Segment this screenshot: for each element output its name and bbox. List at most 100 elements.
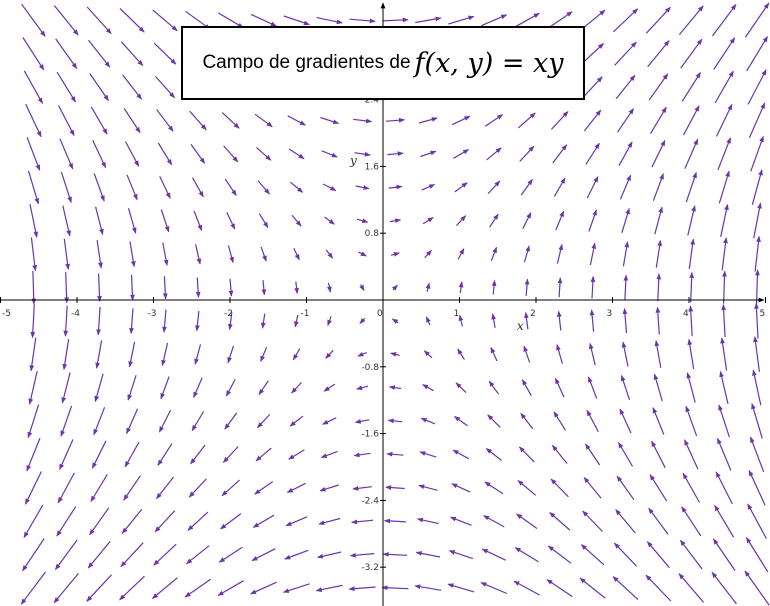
field-arrow [218, 546, 243, 563]
field-arrow [416, 517, 439, 525]
field-arrow [63, 305, 69, 337]
field-arrow [128, 341, 136, 368]
field-arrow [649, 106, 667, 135]
field-arrow [750, 135, 764, 172]
field-arrow [319, 484, 339, 492]
x-tick-label: 1 [454, 309, 460, 319]
field-arrow [291, 381, 302, 394]
field-arrow [513, 580, 540, 596]
y-tick-label: 2.4 [365, 96, 380, 106]
field-arrow [327, 316, 332, 326]
field-arrow [481, 14, 508, 27]
field-arrow [27, 404, 40, 439]
field-arrow [685, 171, 697, 203]
field-arrow [89, 73, 109, 102]
field-arrow [89, 507, 110, 536]
field-arrow [521, 379, 532, 396]
field-arrow [123, 107, 141, 134]
field-arrow [293, 248, 300, 261]
field-arrow [484, 481, 504, 495]
field-arrow [487, 180, 501, 195]
field-arrow [54, 539, 78, 570]
field-arrow [425, 282, 431, 292]
field-arrow [86, 6, 112, 35]
field-arrow [119, 575, 145, 601]
field-arrow [260, 313, 266, 329]
field-arrow [29, 337, 37, 372]
field-arrow [391, 318, 399, 324]
field-arrow [63, 238, 70, 270]
field-arrow [59, 439, 74, 471]
field-arrow [252, 514, 275, 528]
field-arrow [647, 40, 670, 68]
field-arrow [95, 206, 104, 236]
field-arrow [619, 174, 632, 200]
field-arrow [60, 171, 72, 203]
field-arrow [717, 137, 732, 171]
field-arrow [520, 412, 534, 430]
field-arrow [649, 474, 668, 502]
field-arrow [153, 42, 177, 65]
field-arrow [384, 518, 406, 524]
field-arrow [679, 539, 703, 570]
field-arrow [186, 545, 210, 565]
field-arrow [514, 12, 540, 28]
field-arrow [151, 577, 178, 599]
field-arrow [621, 341, 629, 367]
field-arrow [420, 417, 436, 425]
field-arrow [711, 571, 737, 605]
x-tick-label: 5 [760, 309, 766, 319]
field-arrow [354, 419, 370, 424]
field-arrow [616, 475, 635, 501]
field-arrow [322, 183, 337, 192]
x-tick-label: 0 [377, 309, 383, 319]
field-arrow [617, 108, 634, 133]
y-axis-label: y [349, 154, 357, 168]
field-arrow [718, 170, 730, 204]
field-arrow [614, 41, 637, 66]
field-arrow [195, 244, 202, 265]
field-arrow [162, 276, 168, 300]
field-arrow [124, 441, 140, 468]
field-arrow [283, 15, 310, 26]
field-arrow [516, 513, 538, 529]
field-arrow [358, 251, 367, 257]
field-arrow [22, 538, 45, 572]
field-arrow [486, 147, 502, 161]
field-arrow [124, 141, 140, 167]
field-arrow [160, 376, 170, 400]
field-arrow [56, 506, 77, 537]
field-arrow [289, 415, 304, 427]
field-arrow [615, 74, 636, 100]
field-arrow [491, 279, 497, 295]
field-arrow [585, 142, 600, 165]
field-arrow [751, 169, 763, 205]
field-arrow [96, 240, 103, 269]
field-arrow [86, 574, 112, 602]
field-arrow [227, 345, 235, 364]
field-arrow [221, 479, 240, 497]
field-arrow [681, 71, 702, 102]
field-arrow [720, 337, 728, 371]
field-arrow [224, 412, 238, 430]
field-arrow [294, 281, 300, 294]
field-arrow [257, 180, 270, 195]
field-arrow [59, 138, 74, 170]
field-arrow [418, 117, 438, 124]
field-arrow [583, 109, 602, 132]
field-arrow [25, 103, 42, 138]
field-arrow [390, 252, 400, 257]
field-arrow [553, 177, 566, 197]
field-arrow [748, 102, 766, 139]
field-arrow [447, 583, 475, 593]
field-arrow [129, 308, 134, 335]
field-arrow [551, 444, 568, 464]
x-tick-label: 3 [607, 309, 613, 319]
field-arrow [485, 448, 502, 461]
field-arrow [388, 184, 403, 190]
field-arrow [547, 545, 572, 564]
field-arrow [23, 504, 44, 539]
field-arrow [490, 246, 498, 262]
field-arrow [251, 548, 276, 562]
field-arrow [656, 273, 662, 302]
